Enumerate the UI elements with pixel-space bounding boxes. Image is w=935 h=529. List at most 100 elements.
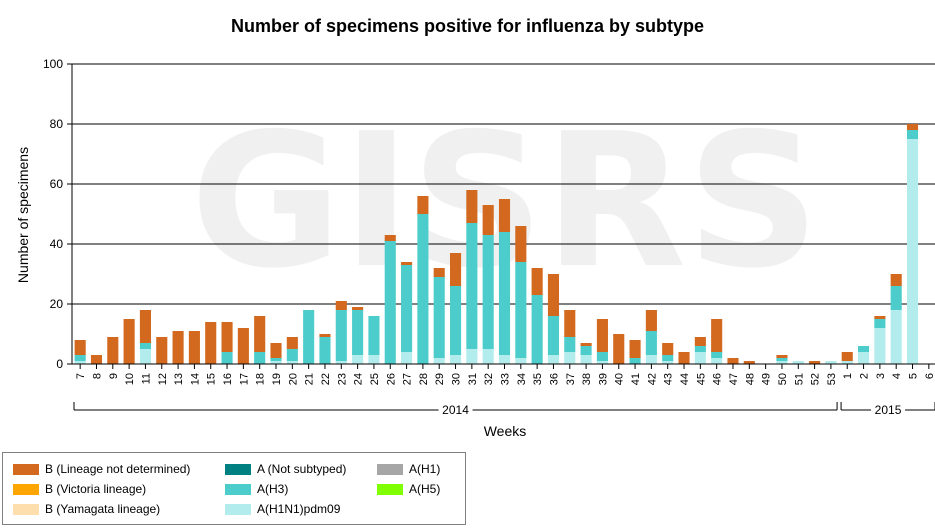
chart-title: Number of specimens positive for influen…: [230, 16, 705, 36]
year-label: 2015: [875, 403, 902, 417]
bar-segment-b-lineage-not-determined-: [596, 319, 608, 352]
bar-segment-a-h3-: [270, 358, 282, 361]
x-tick-label: 49: [761, 373, 773, 385]
bar-segment-b-lineage-not-determined-: [890, 274, 902, 286]
x-tick-label: 18: [255, 373, 267, 385]
y-tick-label: 20: [50, 297, 64, 311]
legend-swatch: [13, 504, 39, 515]
x-tick-label: 12: [157, 373, 169, 385]
bar-segment-a-h1n1-pdm09: [286, 361, 298, 364]
bar-segment-b-lineage-not-determined-: [270, 343, 282, 358]
bar-segment-a-h3-: [776, 358, 788, 361]
x-tick-label: 36: [548, 373, 560, 385]
bar-segment-a-h3-: [531, 295, 543, 364]
x-tick-label: 28: [418, 373, 430, 385]
bar-segment-b-lineage-not-determined-: [809, 361, 821, 364]
bar-segment-a-h3-: [74, 355, 86, 361]
legend-swatch: [377, 484, 403, 495]
x-tick-label: 29: [434, 373, 446, 385]
year-label: 2014: [442, 403, 469, 417]
x-tick-label: 44: [679, 373, 691, 385]
bar-segment-a-h3-: [858, 346, 870, 352]
x-tick-label: 3: [875, 373, 887, 379]
bar-segment-a-h1n1-pdm09: [401, 352, 413, 364]
legend-label: B (Lineage not determined): [45, 462, 191, 476]
legend-swatch: [225, 464, 251, 475]
bar-segment-a-h3-: [286, 349, 298, 361]
bar-segment-a-h1n1-pdm09: [694, 352, 706, 364]
bar-segment-b-lineage-not-determined-: [662, 343, 674, 355]
x-tick-label: 39: [597, 373, 609, 385]
x-tick-label: 16: [222, 373, 234, 385]
bar-segment-a-h1n1-pdm09: [580, 355, 592, 364]
bars-group: [74, 124, 919, 364]
bar-segment-b-lineage-not-determined-: [335, 301, 347, 310]
x-tick-label: 2: [859, 373, 871, 379]
bar-segment-a-h3-: [368, 316, 380, 355]
bar-segment-a-h3-: [711, 352, 723, 358]
bar-segment-b-lineage-not-determined-: [629, 340, 641, 358]
x-tick-label: 17: [238, 373, 250, 385]
bar-segment-b-lineage-not-determined-: [449, 253, 462, 286]
x-tick-label: 14: [189, 373, 201, 385]
bar-segment-a-h1n1-pdm09: [841, 361, 853, 364]
x-tick-label: 11: [140, 373, 152, 384]
bar-segment-a-h1n1-pdm09: [662, 361, 674, 364]
x-tick-label: 24: [353, 373, 365, 385]
x-tick-label: 21: [304, 373, 316, 385]
bar-segment-a-h1n1-pdm09: [449, 355, 462, 364]
x-tick-label: 6: [924, 373, 935, 379]
x-tick-label: 51: [793, 373, 805, 385]
x-tick-label: 7: [75, 373, 87, 379]
y-tick-label: 40: [50, 237, 64, 251]
bar-segment-a-h1n1-pdm09: [776, 361, 788, 364]
bar-segment-a-h1n1-pdm09: [515, 358, 527, 364]
bar-segment-b-lineage-not-determined-: [613, 334, 625, 364]
bar-segment-b-lineage-not-determined-: [188, 331, 200, 364]
x-tick-label: 35: [532, 373, 544, 385]
bar-segment-a-h1n1-pdm09: [352, 355, 364, 364]
bar-segment-a-h3-: [352, 310, 364, 355]
bar-segment-a-h1n1-pdm09: [645, 355, 657, 364]
bar-segment-b-lineage-not-determined-: [205, 322, 217, 364]
x-tick-label: 40: [614, 373, 626, 385]
x-tick-label: 25: [369, 373, 381, 385]
bar-segment-b-lineage-not-determined-: [531, 268, 543, 295]
bar-segment-b-lineage-not-determined-: [874, 316, 886, 319]
bar-segment-a-h1n1-pdm09: [564, 352, 576, 364]
x-tick-label: 48: [744, 373, 756, 385]
bar-segment-b-lineage-not-determined-: [384, 235, 396, 241]
x-tick-label: 19: [271, 373, 283, 385]
x-tick-label: 42: [646, 373, 658, 385]
legend-label: A (Not subtyped): [257, 462, 347, 476]
bar-segment-b-lineage-not-determined-: [678, 352, 690, 364]
x-tick-label: 27: [402, 373, 414, 385]
bar-segment-a-h3-: [874, 319, 886, 328]
x-tick-label: 22: [320, 373, 332, 385]
x-tick-label: 47: [728, 373, 740, 385]
x-tick-label: 26: [385, 373, 397, 385]
bar-segment-a-h1n1-pdm09: [547, 355, 560, 364]
x-tick-label: 34: [516, 373, 528, 385]
bar-segment-a-h1n1-pdm09: [335, 361, 347, 364]
bar-segment-b-lineage-not-determined-: [547, 274, 560, 316]
bar-segment-a-h3-: [547, 316, 560, 355]
bar-segment-a-h3-: [335, 310, 347, 361]
bar-segment-b-lineage-not-determined-: [841, 352, 853, 361]
legend-swatch: [377, 464, 403, 475]
x-tick-label: 33: [500, 373, 512, 385]
bar-segment-b-lineage-not-determined-: [172, 331, 184, 364]
bar-segment-b-lineage-not-determined-: [433, 268, 445, 277]
bar-segment-a-h1n1-pdm09: [906, 139, 919, 364]
bar-segment-a-h3-: [482, 235, 494, 349]
legend: B (Lineage not determined) A (Not subtype…: [2, 452, 466, 525]
bar-segment-b-lineage-not-determined-: [466, 190, 478, 223]
legend-label: A(H3): [257, 482, 289, 496]
bar-segment-b-lineage-not-determined-: [711, 319, 723, 352]
x-tick-label: 30: [451, 373, 463, 385]
bar-segment-b-lineage-not-determined-: [515, 226, 527, 262]
x-tick-label: 1: [842, 373, 854, 379]
bar-segment-a-h3-: [466, 223, 478, 349]
bar-segment-a-h3-: [580, 346, 592, 355]
bar-segment-a-h1n1-pdm09: [792, 361, 804, 364]
